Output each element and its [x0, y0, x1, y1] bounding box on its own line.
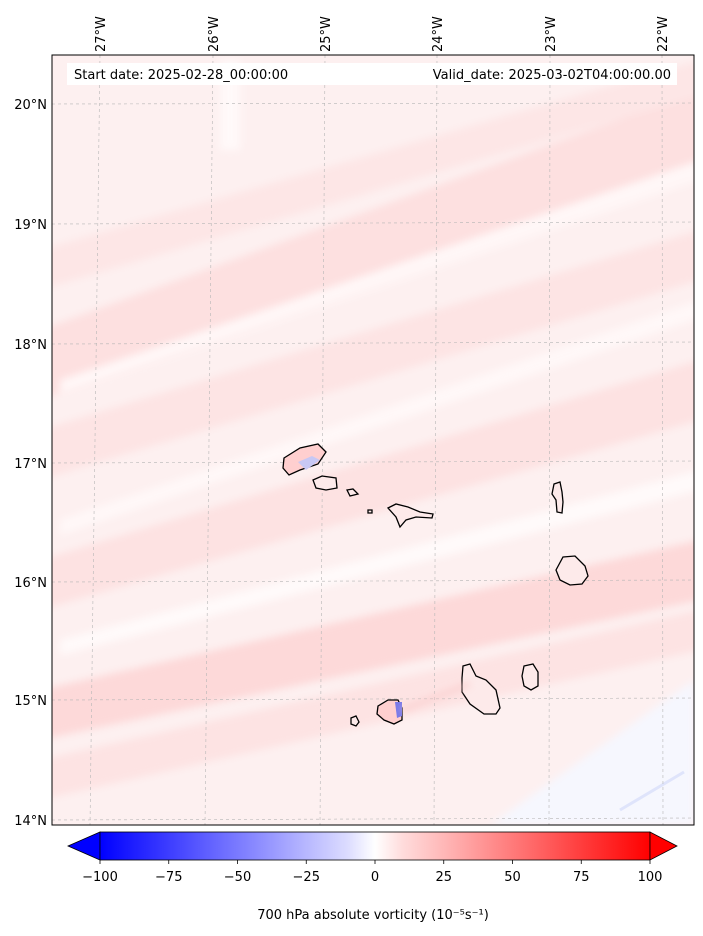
longitude-label: 23°W — [544, 16, 559, 52]
latitude-label: 20°N — [14, 98, 47, 113]
longitude-gridline — [548, 55, 551, 825]
colorbar-tick-label: 0 — [371, 870, 379, 885]
colorbar-tick-label: −25 — [293, 870, 320, 885]
island-branco — [367, 509, 373, 514]
vorticity-band — [52, 541, 694, 738]
colorbar-ticks: −100 −75 −50 −25 0 25 50 75 100 — [82, 860, 662, 885]
vorticity-band — [52, 231, 694, 477]
colorbar-gradient — [99, 831, 651, 861]
colorbar-tick-label: −50 — [224, 870, 251, 885]
island-brava — [350, 715, 360, 727]
island-santiago — [461, 663, 501, 715]
colorbar: −100 −75 −50 −25 0 25 50 75 100 700 hPa absolute… — [67, 831, 678, 923]
longitude-gridline — [433, 55, 438, 825]
latitude-label: 15°N — [14, 694, 47, 709]
vorticity-band — [52, 61, 694, 287]
colorbar-extend-min — [67, 831, 101, 861]
latitude-label: 19°N — [14, 218, 47, 233]
colorbar-tick-label: 50 — [504, 870, 521, 885]
colorbar-tick-label: 25 — [435, 870, 452, 885]
longitude-gridline — [661, 55, 664, 825]
vorticity-bands — [52, 61, 694, 798]
island-maio — [521, 663, 539, 691]
latitude-gridline — [52, 341, 694, 345]
island-sao-vicente — [312, 475, 338, 491]
latitude-labels: 20°N 19°N 18°N 17°N 16°N 15°N 14°N — [14, 98, 47, 829]
longitude-label: 24°W — [431, 16, 446, 52]
negative-vorticity-patch — [490, 680, 694, 825]
vorticity-band — [52, 361, 694, 607]
header-bar — [67, 63, 677, 85]
map-area — [51, 54, 695, 826]
latitude-gridline — [52, 102, 694, 105]
colorbar-tick-label: −100 — [82, 870, 118, 885]
island-santa-luzia — [346, 488, 360, 497]
colorbar-extend-max — [649, 831, 678, 861]
latitude-label: 14°N — [14, 814, 47, 829]
island-sao-nicolau — [386, 503, 434, 529]
longitude-label: 26°W — [207, 16, 222, 52]
latitude-gridline — [52, 221, 694, 225]
vorticity-streak — [60, 162, 694, 395]
longitude-gridline — [204, 55, 214, 825]
longitude-label: 25°W — [319, 16, 334, 52]
cape-verde-islands — [282, 443, 589, 727]
longitude-gridline — [319, 55, 326, 825]
colorbar-tick-label: 75 — [573, 870, 590, 885]
vorticity-field — [52, 55, 694, 825]
latitude-gridline — [52, 817, 694, 821]
gridlines — [52, 55, 694, 825]
island-sal — [551, 481, 564, 514]
longitude-labels: 27°W 26°W 25°W 24°W 23°W 22°W — [94, 16, 671, 52]
valid-date-label: Valid_date: 2025-03-02T04:00:00.00 — [433, 68, 671, 83]
vorticity-streak — [60, 471, 694, 655]
latitude-gridline — [52, 697, 694, 701]
vorticity-streak — [60, 302, 694, 535]
island-wake-streak — [402, 682, 470, 712]
longitude-label: 27°W — [94, 16, 109, 52]
island-boa-vista — [555, 555, 589, 586]
latitude-gridline — [52, 579, 694, 583]
negative-vorticity-streak — [619, 770, 685, 812]
latitude-label: 17°N — [14, 457, 47, 472]
latitude-label: 18°N — [14, 338, 47, 353]
latitude-label: 16°N — [14, 576, 47, 591]
start-date-label: Start date: 2025-02-28_00:00:00 — [74, 68, 288, 83]
latitude-gridline — [52, 460, 694, 464]
vorticity-dipole-blue-fogo — [395, 702, 402, 718]
colorbar-tick-label: −75 — [155, 870, 182, 885]
map-frame — [51, 54, 695, 826]
longitude-gridline — [89, 55, 101, 825]
longitude-label: 22°W — [656, 16, 671, 52]
colorbar-tick-label: 100 — [638, 870, 663, 885]
colorbar-label: 700 hPa absolute vorticity (10⁻⁵s⁻¹) — [257, 908, 489, 923]
vorticity-band — [52, 92, 694, 396]
vorticity-dipole-blue — [298, 456, 320, 470]
vorticity-band — [52, 611, 694, 798]
